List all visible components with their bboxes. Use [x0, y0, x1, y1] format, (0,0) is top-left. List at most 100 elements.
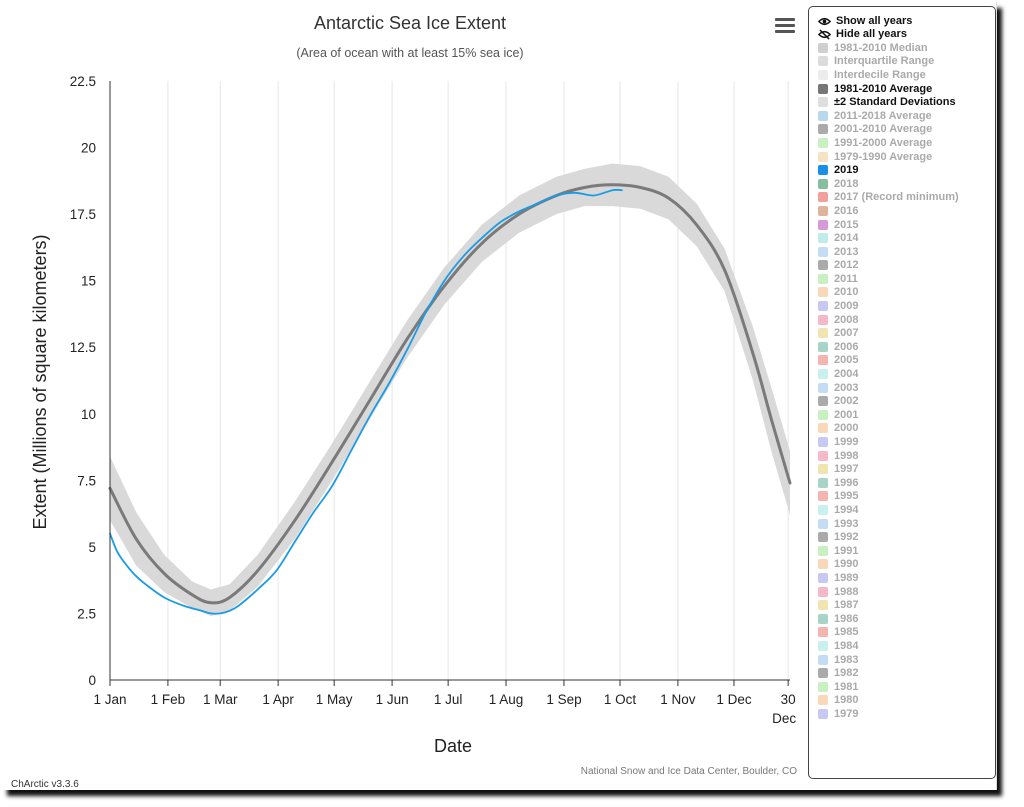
legend-swatch	[818, 504, 828, 515]
legend-swatch	[818, 668, 828, 679]
legend-item[interactable]: 1991-2000 Average	[818, 136, 993, 150]
legend-item-label: 2014	[834, 232, 859, 245]
legend-item[interactable]: 2007	[818, 326, 993, 340]
legend-swatch	[818, 654, 828, 665]
legend-item[interactable]: 1994	[818, 503, 993, 517]
legend-item[interactable]: 1986	[818, 612, 993, 626]
legend-item[interactable]: 1982	[818, 666, 993, 680]
show-all-years-button[interactable]: Show all years	[818, 15, 912, 27]
legend-swatch	[818, 301, 828, 312]
legend-item[interactable]: 1987	[818, 598, 993, 612]
legend-item[interactable]: 2003	[818, 381, 993, 395]
show-all-years-label: Show all years	[836, 15, 913, 27]
legend-item-label: ±2 Standard Deviations	[834, 96, 956, 109]
legend-item[interactable]: 1996	[818, 476, 993, 490]
x-axis-title: Date	[434, 736, 472, 756]
legend-item[interactable]: 1980	[818, 694, 993, 708]
legend-item[interactable]: 1988	[818, 585, 993, 599]
legend-item[interactable]: 2018	[818, 177, 993, 191]
legend-item[interactable]: 1985	[818, 626, 993, 640]
chart-title: Antarctic Sea Ice Extent	[314, 13, 506, 33]
legend-item[interactable]: 1983	[818, 653, 993, 667]
legend-swatch	[818, 518, 828, 529]
legend-item-label: 2008	[834, 313, 859, 326]
legend-swatch	[818, 708, 828, 719]
legend-item-label: Interdecile Range	[834, 68, 926, 81]
legend-item[interactable]: Interquartile Range	[818, 55, 993, 69]
legend-item[interactable]: 1999	[818, 435, 993, 449]
legend-item[interactable]: 1997	[818, 462, 993, 476]
legend-item[interactable]: 2019	[818, 163, 993, 177]
legend-item[interactable]: 2005	[818, 354, 993, 368]
legend-item-label: 2002	[834, 395, 859, 408]
legend-item[interactable]: 2010	[818, 286, 993, 300]
legend-swatch	[818, 613, 828, 624]
legend-item-label: 1991	[834, 544, 859, 557]
legend-swatch	[818, 219, 828, 230]
legend-item-label: 1982	[834, 667, 859, 680]
legend-swatch	[818, 56, 828, 67]
legend-item-label: 2004	[834, 368, 859, 381]
legend-item-label: 1986	[834, 612, 859, 625]
legend-item[interactable]: 2009	[818, 299, 993, 313]
y-tick-label: 22.5	[70, 74, 96, 89]
legend-item[interactable]: 1991	[818, 544, 993, 558]
legend-item[interactable]: 2004	[818, 367, 993, 381]
legend-item[interactable]: ±2 Standard Deviations	[818, 95, 993, 109]
legend-item[interactable]: 1989	[818, 571, 993, 585]
legend-item-label: 1980	[834, 694, 859, 707]
legend-item[interactable]: 1990	[818, 558, 993, 572]
x-tick-labels: 1 Jan 1 Feb 1 Mar 1 Apr 1 May 1 Jun 1 Jul 1 Aug…	[93, 680, 796, 726]
legend-item[interactable]: 2015	[818, 218, 993, 232]
legend-item[interactable]: 2006	[818, 340, 993, 354]
legend-item-label: 1994	[834, 503, 859, 516]
legend-item[interactable]: 2011-2018 Average	[818, 109, 993, 123]
legend-item[interactable]: Interdecile Range	[818, 68, 993, 82]
legend-item-label: 1985	[834, 626, 859, 639]
legend-item-label: 2012	[834, 259, 859, 272]
legend-item[interactable]: 1984	[818, 639, 993, 653]
legend-item-label: 1979	[834, 707, 859, 720]
legend-item-label: 2015	[834, 218, 859, 231]
legend-item[interactable]: 2000	[818, 422, 993, 436]
legend-item[interactable]: 2013	[818, 245, 993, 259]
chart-subtitle: (Area of ocean with at least 15% sea ice…	[296, 46, 523, 60]
legend-item[interactable]: 1979-1990 Average	[818, 150, 993, 164]
x-tick-label: 1 Jul	[434, 692, 463, 707]
hamburger-menu-icon[interactable]	[775, 18, 795, 36]
legend-item[interactable]: 1992	[818, 530, 993, 544]
legend-item[interactable]: 2001	[818, 408, 993, 422]
hide-all-years-button[interactable]: Hide all years	[818, 28, 907, 40]
legend-item[interactable]: 1981-2010 Median	[818, 41, 993, 55]
legend-item[interactable]: 2016	[818, 204, 993, 218]
legend-item[interactable]: 2002	[818, 394, 993, 408]
legend-item[interactable]: 2012	[818, 259, 993, 273]
legend-item-label: 2003	[834, 381, 859, 394]
legend-item[interactable]: 1998	[818, 449, 993, 463]
legend-swatch	[818, 314, 828, 325]
legend-item[interactable]: 1995	[818, 490, 993, 504]
legend-item[interactable]: 2017 (Record minimum)	[818, 191, 993, 205]
legend-item-label: 1981	[834, 680, 859, 693]
legend-item[interactable]: 2001-2010 Average	[818, 123, 993, 137]
legend-item[interactable]: 1981-2010 Average	[818, 82, 993, 96]
legend-swatch	[818, 640, 828, 651]
std-dev-band-area	[110, 163, 790, 617]
y-tick-label: 17.5	[70, 207, 96, 222]
legend-item[interactable]: 2014	[818, 231, 993, 245]
y-tick-label: 2.5	[77, 606, 96, 621]
legend-item[interactable]: 1979	[818, 707, 993, 721]
legend-item[interactable]: 2008	[818, 313, 993, 327]
legend-swatch	[818, 246, 828, 257]
legend-item[interactable]: 1993	[818, 517, 993, 531]
legend-item-label: 1993	[834, 517, 859, 530]
legend-item[interactable]: 1981	[818, 680, 993, 694]
legend-swatch	[818, 124, 828, 135]
legend: Show all years Hide all years 1981-2010 …	[808, 6, 996, 779]
legend-swatch	[818, 396, 828, 407]
legend-item[interactable]: 2011	[818, 272, 993, 286]
legend-swatch	[818, 409, 828, 420]
legend-swatch	[818, 260, 828, 271]
legend-item-label: 2016	[834, 204, 859, 217]
legend-item-label: 1991-2000 Average	[834, 136, 933, 149]
